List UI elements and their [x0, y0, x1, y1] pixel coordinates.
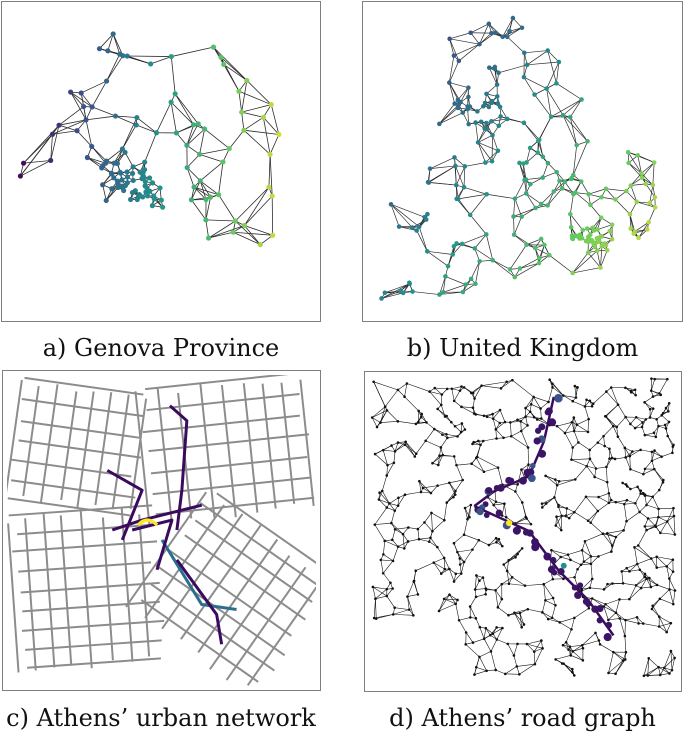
athens-urban-network-map: [6, 374, 317, 686]
caption-athens-road-graph: d) Athens’ road graph: [389, 704, 656, 732]
panel-genova-province: [1, 1, 321, 322]
highlighted-route: [106, 404, 237, 645]
panel-united-kingdom: [362, 1, 683, 322]
graph-nodes: [379, 15, 658, 301]
athens-road-graph: [370, 377, 677, 678]
caption-united-kingdom: b) United Kingdom: [406, 334, 639, 362]
street-lines: [6, 374, 317, 686]
panel-athens-urban-network: [2, 370, 321, 691]
caption-athens-urban-network: c) Athens’ urban network: [6, 704, 316, 732]
panel-athens-road-graph: [364, 371, 682, 692]
graph-nodes: [17, 31, 282, 248]
united-kingdom-graph: [379, 15, 658, 301]
caption-genova-province: a) Genova Province: [42, 334, 280, 362]
graph-nodes: [370, 377, 677, 678]
graph-edges: [381, 17, 656, 299]
genova-province-graph: [17, 31, 282, 248]
highlighted-nodes: [473, 393, 615, 642]
